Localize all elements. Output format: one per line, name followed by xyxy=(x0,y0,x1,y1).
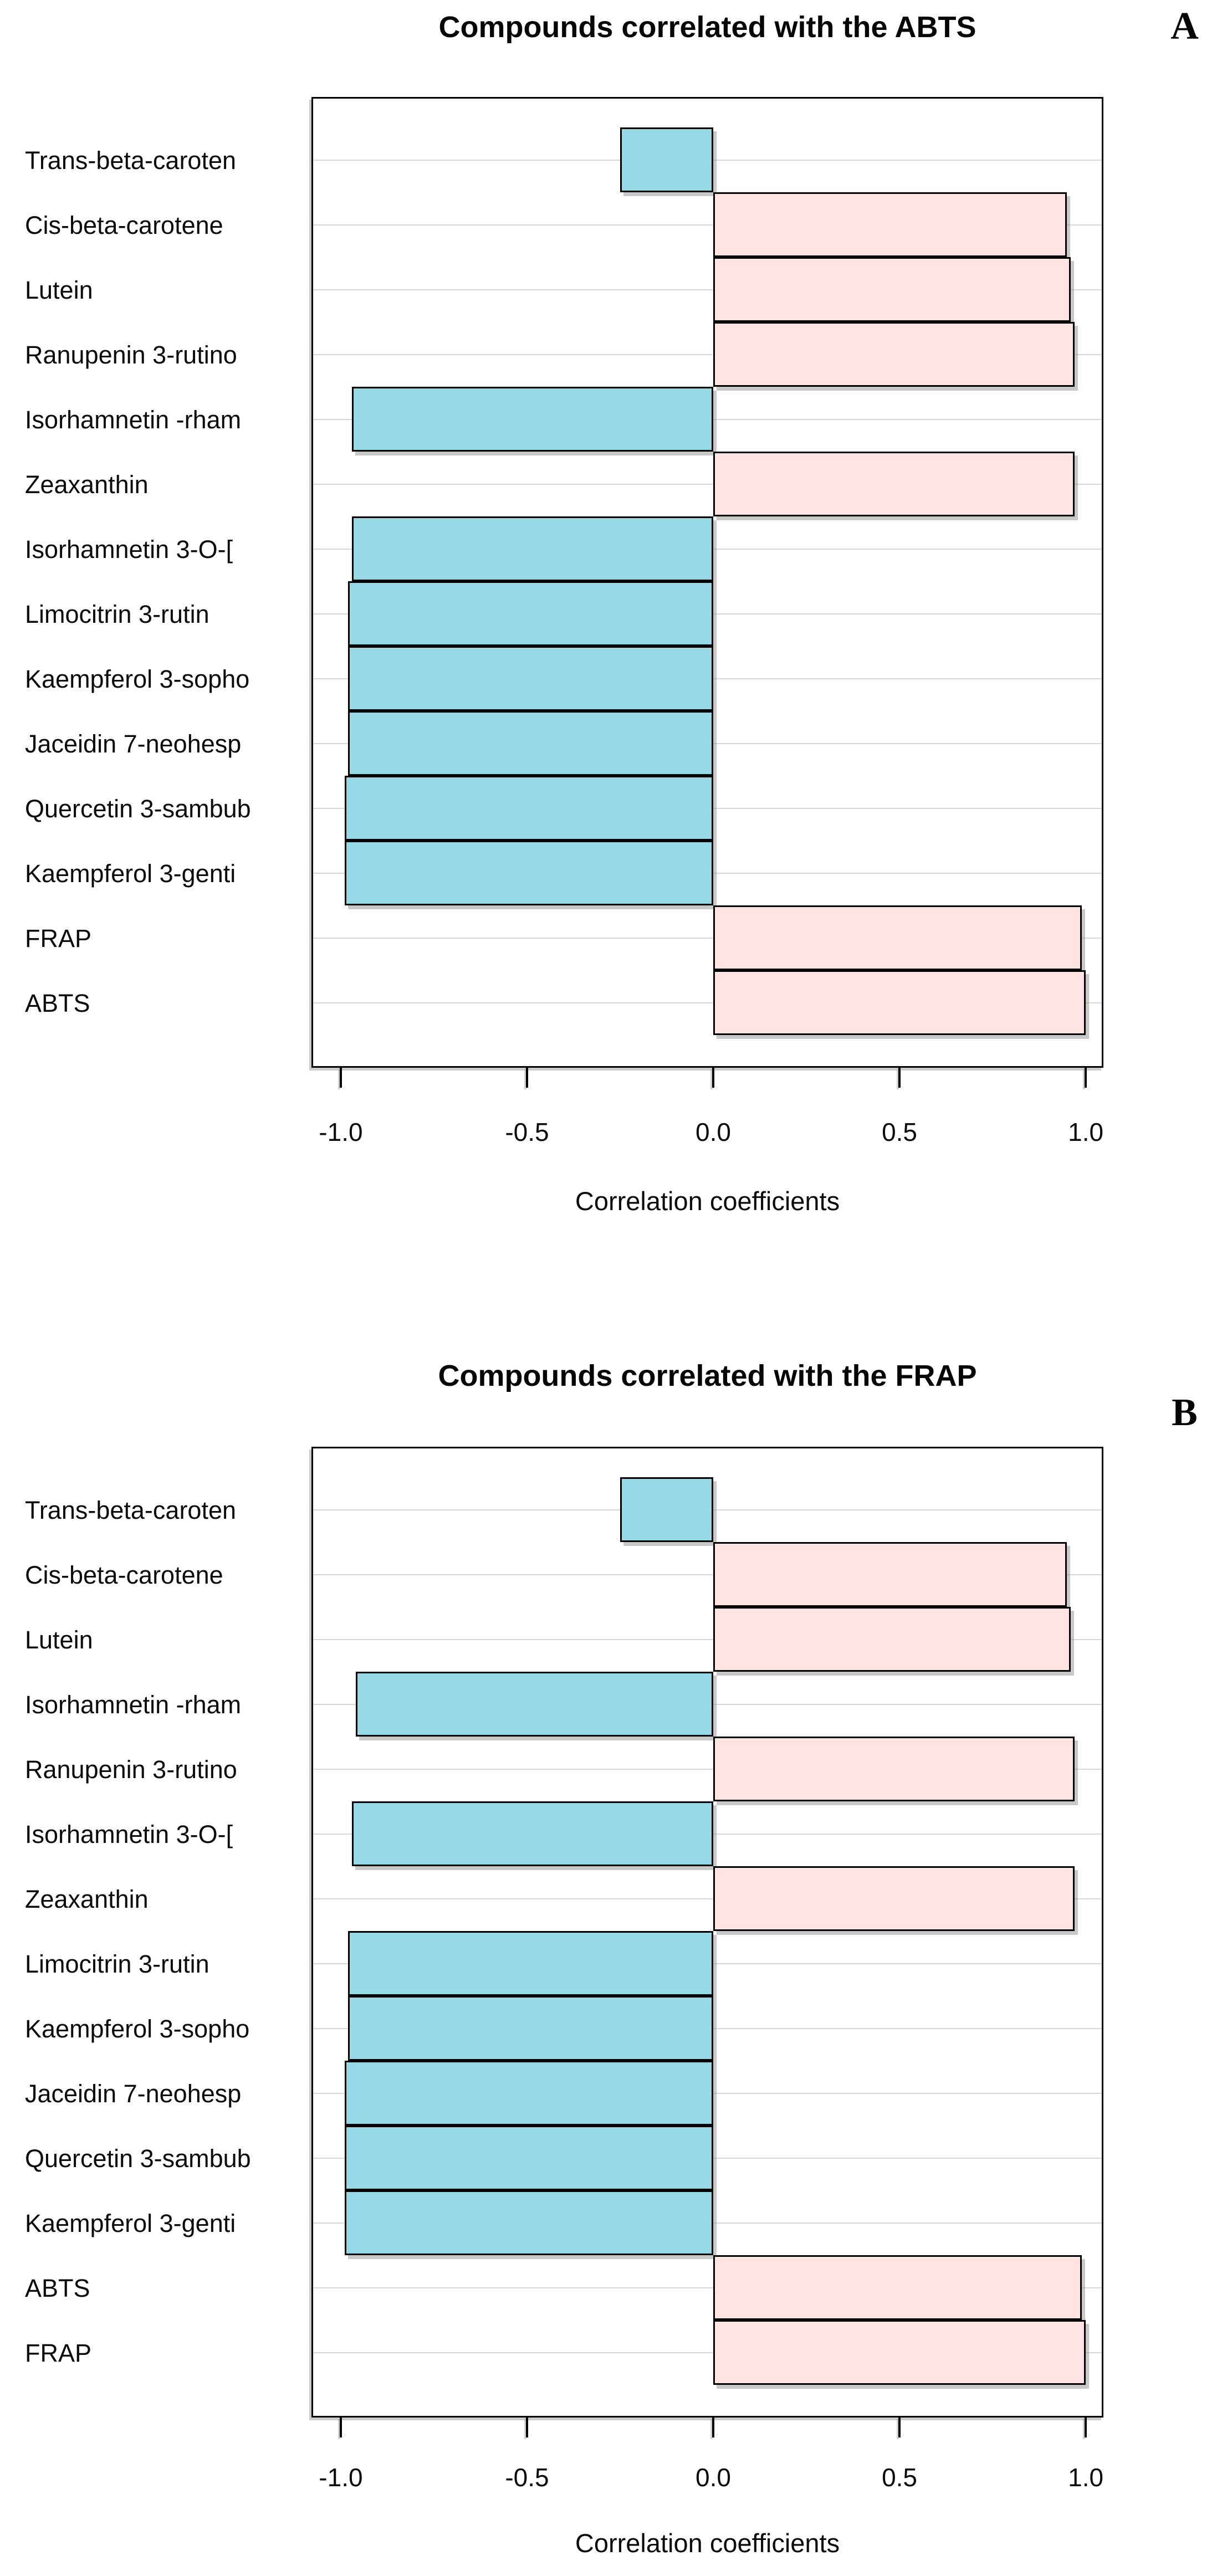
category-label: Zeaxanthin xyxy=(25,470,149,499)
category-label: FRAP xyxy=(25,2338,92,2367)
bar-negative xyxy=(348,581,714,646)
plot-area xyxy=(311,1447,1103,2418)
bar-negative xyxy=(355,1672,713,1737)
category-label: Cis-beta-carotene xyxy=(25,1560,223,1589)
x-axis-tick-label: 0.5 xyxy=(882,2463,918,2492)
category-label: Ranupenin 3-rutino xyxy=(25,340,237,369)
gridline xyxy=(313,289,1102,290)
gridline xyxy=(313,1574,1102,1575)
bar-negative xyxy=(348,711,714,776)
category-label: Kaempferol 3-sopho xyxy=(25,2014,250,2043)
panel-letter: B xyxy=(1172,1391,1198,1434)
bar-negative xyxy=(348,1996,714,2061)
bar-negative xyxy=(344,841,714,905)
category-label: ABTS xyxy=(25,989,90,1017)
category-label: Quercetin 3-sambub xyxy=(25,794,251,823)
bar-positive xyxy=(713,970,1086,1035)
category-label: Isorhamnetin -rham xyxy=(25,1690,242,1719)
x-axis-tick xyxy=(339,1068,342,1088)
bar-negative xyxy=(344,2061,714,2126)
bar-positive xyxy=(713,257,1071,322)
gridline xyxy=(313,224,1102,226)
category-label: Kaempferol 3-genti xyxy=(25,859,236,888)
category-label: Isorhamnetin 3-O-[ xyxy=(25,1820,233,1848)
gridline xyxy=(313,1768,1102,1770)
category-label: Limocitrin 3-rutin xyxy=(25,1949,209,1978)
x-axis-tick-label: 0.0 xyxy=(696,1118,731,1146)
x-axis-tick xyxy=(339,2418,342,2437)
bar-negative xyxy=(620,127,713,192)
x-axis-tick-label: -1.0 xyxy=(319,1118,363,1146)
x-axis-tick xyxy=(1085,2418,1087,2437)
bar-negative xyxy=(352,516,713,581)
x-axis-tick-label: 1.0 xyxy=(1068,2463,1104,2492)
category-label: Zeaxanthin xyxy=(25,1884,149,1913)
category-label: Limocitrin 3-rutin xyxy=(25,600,209,628)
category-label: Ranupenin 3-rutino xyxy=(25,1755,237,1784)
x-axis-tick xyxy=(525,1068,528,1088)
chart-title: Compounds correlated with the FRAP xyxy=(438,1359,977,1392)
category-label: Trans-beta-caroten xyxy=(25,1496,237,1524)
category-label: FRAP xyxy=(25,924,92,952)
x-axis-tick xyxy=(898,2418,901,2437)
gridline xyxy=(313,483,1102,485)
category-label: ABTS xyxy=(25,2273,90,2302)
x-axis-tick xyxy=(525,2418,528,2437)
bar-positive xyxy=(713,2320,1086,2385)
chart-title: Compounds correlated with the ABTS xyxy=(438,11,976,44)
x-axis-tick xyxy=(712,2418,715,2437)
category-label: Quercetin 3-sambub xyxy=(25,2144,251,2173)
x-axis-title: Correlation coefficients xyxy=(575,1186,840,1216)
x-axis-tick-label: 1.0 xyxy=(1068,1118,1104,1146)
x-axis-tick-label: -1.0 xyxy=(319,2463,363,2492)
category-label: Cis-beta-carotene xyxy=(25,211,223,239)
bar-negative xyxy=(344,2126,714,2190)
gridline xyxy=(313,1898,1102,1899)
bar-positive xyxy=(713,1607,1071,1672)
x-axis-title: Correlation coefficients xyxy=(575,2528,840,2558)
bar-negative xyxy=(352,1801,713,1866)
gridline xyxy=(313,354,1102,355)
x-axis-tick-label: -0.5 xyxy=(505,2463,549,2492)
x-axis-tick-label: 0.0 xyxy=(696,2463,731,2492)
bar-negative xyxy=(620,1477,713,1542)
plot-area xyxy=(311,97,1103,1068)
bar-negative xyxy=(344,776,714,841)
gridline xyxy=(313,1002,1102,1003)
bar-negative xyxy=(344,2190,714,2255)
gridline xyxy=(313,2287,1102,2288)
x-axis-tick-label: -0.5 xyxy=(505,1118,549,1146)
x-axis-tick xyxy=(712,1068,715,1088)
category-label: Isorhamnetin 3-O-[ xyxy=(25,535,233,564)
panel-letter: A xyxy=(1170,5,1199,48)
bar-positive xyxy=(713,2255,1082,2320)
category-label: Trans-beta-caroten xyxy=(25,146,237,175)
x-axis-tick xyxy=(1085,1068,1087,1088)
category-label: Kaempferol 3-genti xyxy=(25,2209,236,2237)
bar-negative xyxy=(348,646,714,711)
bar-positive xyxy=(713,905,1082,970)
gridline xyxy=(313,937,1102,939)
bar-positive xyxy=(713,192,1067,257)
category-label: Kaempferol 3-sopho xyxy=(25,664,250,693)
bar-positive xyxy=(713,452,1075,516)
category-label: Lutein xyxy=(25,1625,93,1654)
category-label: Jaceidin 7-neohesp xyxy=(25,2079,242,2108)
category-label: Lutein xyxy=(25,275,93,304)
bar-negative xyxy=(348,1931,714,1996)
gridline xyxy=(313,1638,1102,1640)
bar-positive xyxy=(713,1542,1067,1607)
x-axis-tick xyxy=(898,1068,901,1088)
bar-negative xyxy=(352,387,713,452)
category-label: Isorhamnetin -rham xyxy=(25,405,242,434)
x-axis-tick-label: 0.5 xyxy=(882,1118,918,1146)
category-label: Jaceidin 7-neohesp xyxy=(25,729,242,758)
bar-positive xyxy=(713,1737,1075,1801)
bar-positive xyxy=(713,1866,1075,1931)
bar-positive xyxy=(713,322,1075,387)
gridline xyxy=(313,2352,1102,2353)
